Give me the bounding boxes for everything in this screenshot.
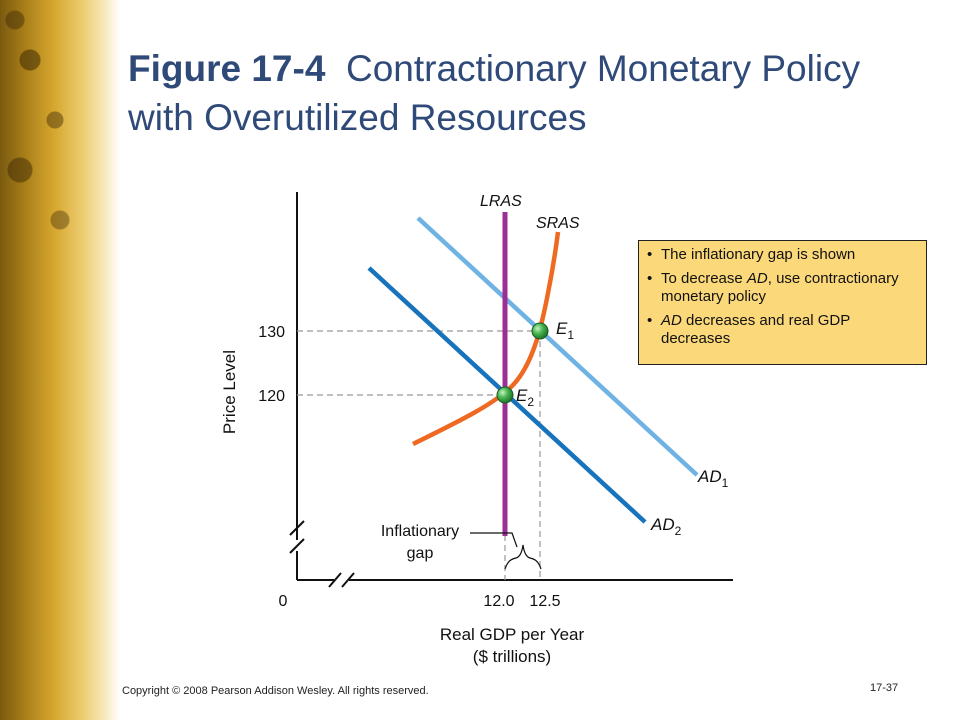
figure-number: Figure 17-4 [128, 48, 326, 89]
ad1-curve [416, 216, 699, 477]
copyright-notice: Copyright © 2008 Pearson Addison Wesley.… [122, 685, 429, 697]
sras-curve [412, 231, 561, 447]
gap-label-line1: Inflationary [381, 523, 459, 540]
x-axis-break-mark-2 [341, 572, 355, 588]
ad1-label-main: AD [697, 467, 722, 486]
e2-label: E2 [516, 386, 534, 409]
y-tick-130: 130 [258, 324, 285, 341]
page-title: Figure 17-4 Contractionary Monetary Poli… [128, 44, 928, 142]
gap-brace [504, 544, 542, 570]
e2-label-main: E [516, 386, 528, 405]
equilibrium-point-e1 [531, 322, 549, 340]
x-axis-label-line2: ($ trillions) [473, 647, 551, 666]
e2-label-sub: 2 [527, 395, 534, 409]
info-box: • The inflationary gap is shown • To dec… [638, 240, 927, 365]
info-bullet-2-pre: To decrease [661, 270, 747, 287]
y-axis-break-mark-1 [289, 520, 305, 536]
info-bullet-3: • AD decreases and real GDP decreases [647, 312, 920, 348]
origin-label: 0 [279, 593, 288, 610]
x-tick-12-0: 12.0 [483, 593, 514, 610]
e1-label-sub: 1 [567, 328, 574, 342]
page-number: 17-37 [870, 682, 899, 694]
x-axis-label-line1: Real GDP per Year [440, 625, 585, 644]
figure-title: Contractionary Monetary Policy with Over… [128, 48, 861, 138]
info-bullet-2-em: AD [746, 270, 768, 287]
ad1-label: AD1 [697, 467, 729, 490]
equilibrium-point-e2 [496, 386, 514, 404]
x-tick-12-5: 12.5 [529, 593, 560, 610]
x-axis-break-mark-1 [328, 572, 342, 588]
info-bullet-2: • To decrease AD, use contractionary mon… [647, 270, 920, 306]
ad2-label-main: AD [650, 515, 675, 534]
y-axis-label: Price Level [220, 350, 239, 434]
info-bullet-3-em: AD [661, 312, 682, 329]
info-bullet-1: • The inflationary gap is shown [647, 246, 920, 264]
sras-label: SRAS [536, 215, 580, 232]
gap-label-line2: gap [407, 545, 434, 562]
info-bullet-2-post: , use contractionary monetary policy [661, 270, 899, 305]
gap-leader-line [470, 532, 518, 548]
info-bullet-1-text: The inflationary gap is shown [661, 246, 856, 263]
e1-label: E1 [556, 319, 574, 342]
bullet-2: • [647, 270, 653, 287]
bullet-3: • [647, 312, 653, 329]
decorative-sidebar [0, 0, 120, 720]
ad1-label-sub: 1 [722, 476, 729, 490]
y-axis-break-mark-2 [289, 538, 305, 554]
e1-label-main: E [556, 319, 568, 338]
bullet-1: • [647, 246, 653, 263]
ad2-label-sub: 2 [675, 524, 682, 538]
info-bullet-3-post: decreases and real GDP decreases [661, 312, 850, 347]
ad2-label: AD2 [650, 515, 682, 538]
lras-label: LRAS [480, 193, 522, 210]
y-tick-120: 120 [258, 388, 285, 405]
